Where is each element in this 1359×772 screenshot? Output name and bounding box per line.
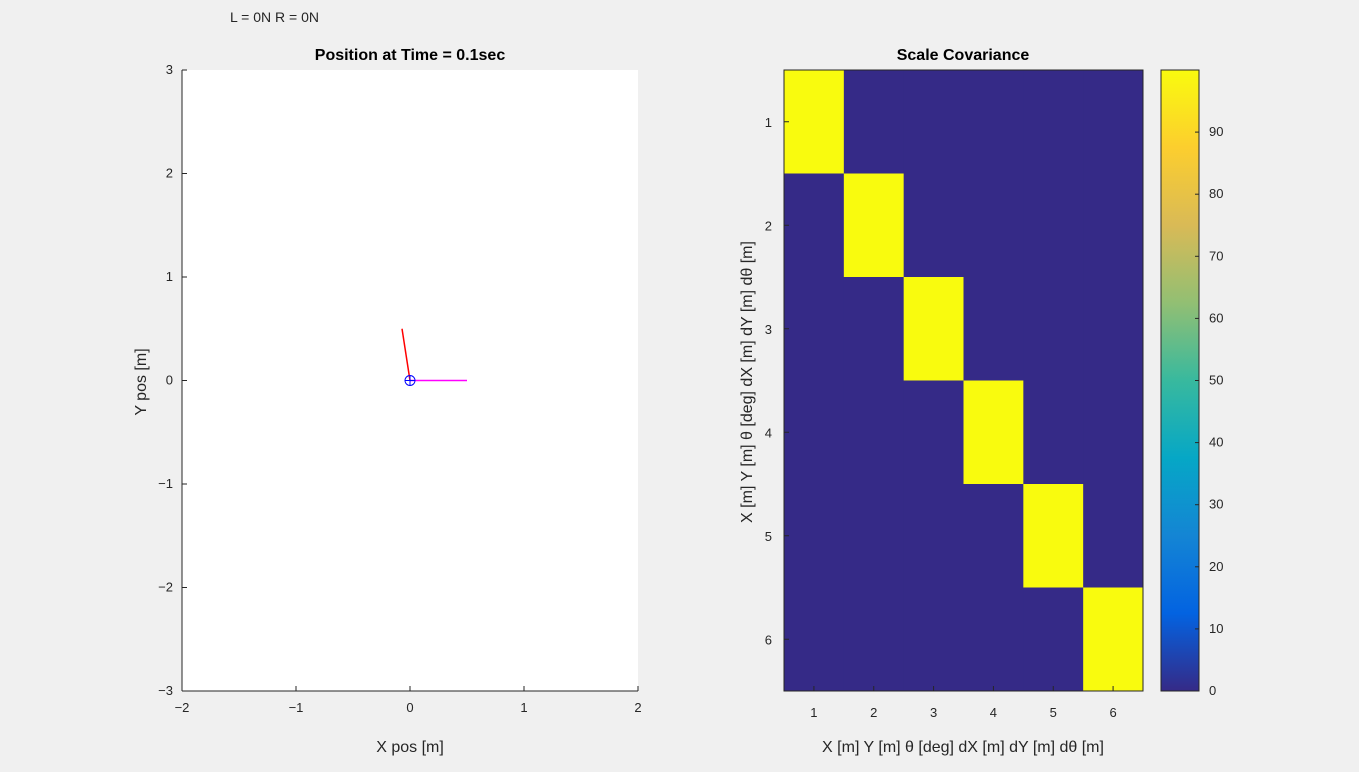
position-xlabel: X pos [m] — [376, 739, 444, 756]
heatmap-cell — [843, 484, 905, 588]
covariance-axes: 1 2 3 4 5 6 1 2 3 4 5 6 Scale Covariance X [m] Y [… — [739, 47, 1144, 756]
colorbar-tick-label: 20 — [1209, 559, 1223, 574]
position-ytick-label: 1 — [166, 269, 173, 284]
heatmap-cell — [1023, 277, 1084, 381]
heatmap-cell — [1083, 173, 1144, 278]
covariance-xtick-label: 3 — [930, 705, 937, 720]
covariance-ytick-label: 2 — [765, 218, 772, 233]
heatmap-cell — [1083, 484, 1144, 588]
heatmap-cell — [843, 173, 905, 278]
colorbar-tick-label: 80 — [1209, 186, 1223, 201]
position-ytick-label: −3 — [158, 683, 173, 698]
covariance-title: Scale Covariance — [897, 47, 1030, 64]
heatmap-cell — [963, 380, 1024, 485]
heatmap-cell — [1083, 587, 1144, 692]
heatmap-cell — [903, 173, 964, 278]
covariance-xtick-label: 4 — [990, 705, 997, 720]
heatmap-cell — [784, 484, 845, 588]
position-ytick-label: 0 — [166, 373, 173, 388]
force-annotation: L = 0N R = 0N — [230, 9, 319, 25]
position-xtick-label: −2 — [175, 700, 190, 715]
colorbar-tick-label: 60 — [1209, 310, 1223, 325]
colorbar-tick-label: 40 — [1209, 435, 1223, 450]
heatmap-cell — [784, 277, 845, 381]
heatmap-cell — [963, 70, 1024, 174]
heatmap-cell — [1083, 380, 1144, 485]
heatmap-cell — [784, 380, 845, 485]
colorbar-tick-label: 50 — [1209, 373, 1223, 388]
position-ytick-label: −2 — [158, 580, 173, 595]
heatmap-cell — [784, 173, 845, 278]
colorbar-tick-label: 30 — [1209, 497, 1223, 512]
heatmap-cell — [903, 70, 964, 174]
position-ytick-label: 3 — [166, 62, 173, 77]
heatmap-cell — [784, 587, 845, 692]
position-xtick-label: 2 — [634, 700, 641, 715]
colorbar-tick-label: 70 — [1209, 248, 1223, 263]
heatmap-cell — [1023, 380, 1084, 485]
heatmap-cell — [784, 70, 845, 174]
position-title: Position at Time = 0.1sec — [315, 47, 506, 64]
heatmap-cell — [903, 587, 964, 692]
heatmap-cell — [1023, 484, 1084, 588]
position-ytick-label: −1 — [158, 476, 173, 491]
heatmap-cell — [903, 380, 964, 485]
covariance-xtick-label: 5 — [1050, 705, 1057, 720]
heatmap-cell — [963, 587, 1024, 692]
colorbar-tick-label: 0 — [1209, 683, 1216, 698]
position-xtick-label: 0 — [406, 700, 413, 715]
covariance-axes-box — [783, 69, 1144, 692]
covariance-ytick-label: 4 — [765, 425, 772, 440]
position-ylabel: Y pos [m] — [133, 348, 150, 415]
heatmap-cell — [1083, 70, 1144, 174]
covariance-ytick-label: 1 — [765, 115, 772, 130]
position-series-line-1 — [401, 328, 411, 381]
colorbar-tick-label: 10 — [1209, 621, 1223, 636]
covariance-ylabel: X [m] Y [m] θ [deg] dX [m] dY [m] dθ [m] — [739, 241, 756, 523]
position-xtick-label: 1 — [520, 700, 527, 715]
position-xtick-label: −1 — [289, 700, 304, 715]
heatmap-cell — [903, 277, 964, 381]
heatmap-cell — [843, 380, 905, 485]
heatmap-cell — [963, 173, 1024, 278]
heatmap-cell — [1023, 587, 1084, 692]
position-ytick-label: 2 — [166, 166, 173, 181]
heatmap-cell — [963, 484, 1024, 588]
covariance-xtick-label: 2 — [870, 705, 877, 720]
covariance-ytick-label: 5 — [765, 529, 772, 544]
heatmap-cell — [1083, 277, 1144, 381]
covariance-ytick-label: 6 — [765, 632, 772, 647]
colorbar-tick-label: 90 — [1209, 124, 1223, 139]
colorbar-gradient — [1160, 69, 1200, 692]
heatmap-cell — [843, 587, 905, 692]
heatmap-cell — [1023, 173, 1084, 278]
covariance-ytick-label: 3 — [765, 322, 772, 337]
heatmap-cell — [963, 277, 1024, 381]
heatmap-cell — [1023, 70, 1084, 174]
covariance-xtick-label: 6 — [1109, 705, 1116, 720]
covariance-xlabel: X [m] Y [m] θ [deg] dX [m] dY [m] dθ [m] — [822, 739, 1104, 756]
colorbar: 0 10 20 30 40 50 60 70 80 90 — [1160, 69, 1223, 698]
covariance-xtick-label: 1 — [810, 705, 817, 720]
heatmap-cell — [843, 70, 905, 174]
heatmap-cell — [903, 484, 964, 588]
heatmap-cell — [843, 277, 905, 381]
